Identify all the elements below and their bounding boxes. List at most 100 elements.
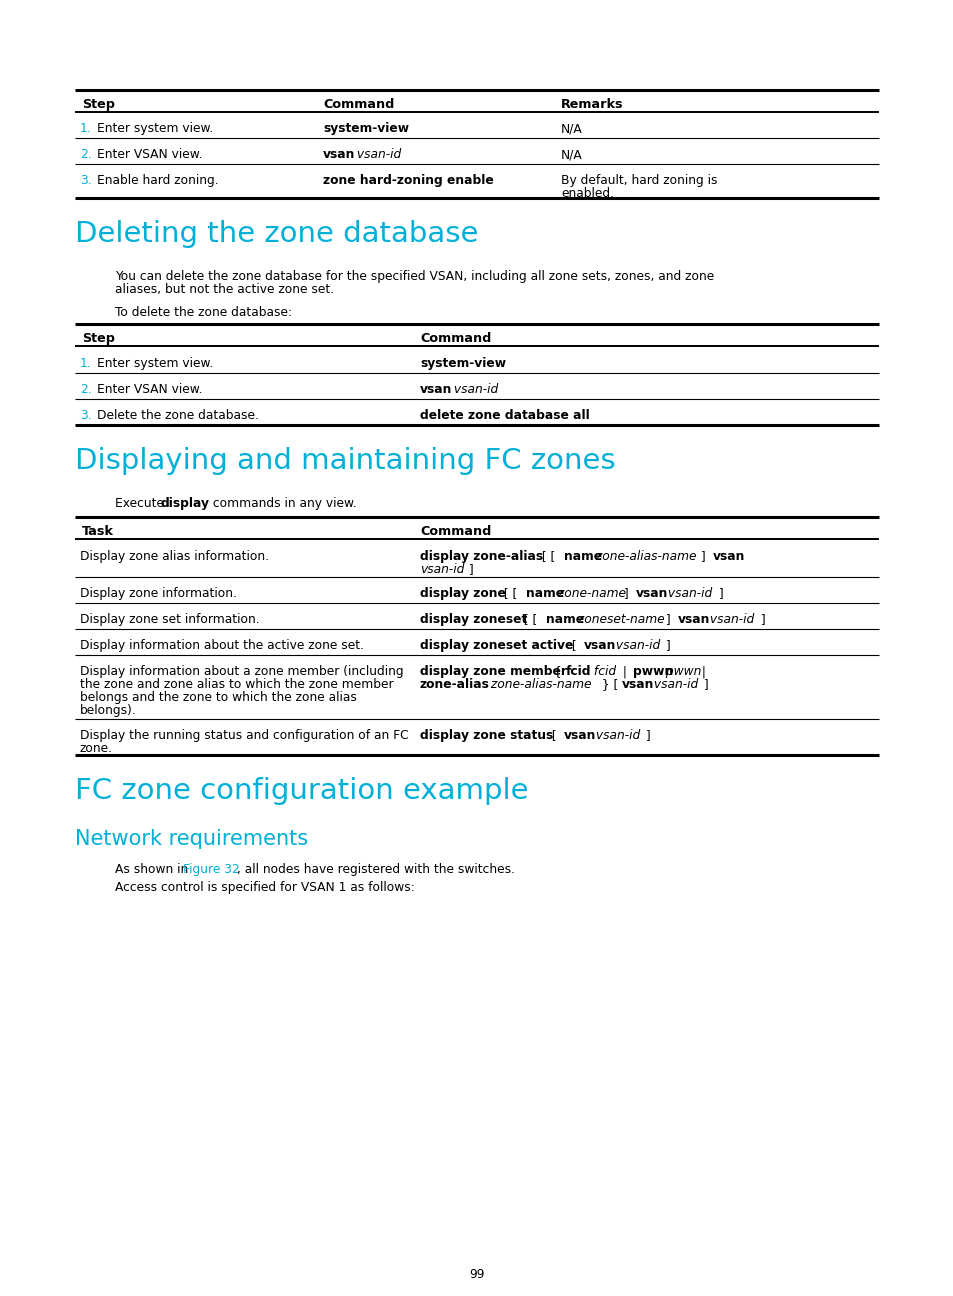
Text: display zone status: display zone status — [419, 728, 553, 743]
Text: Enter VSAN view.: Enter VSAN view. — [97, 384, 202, 397]
Text: belongs and the zone to which the zone alias: belongs and the zone to which the zone a… — [80, 691, 356, 704]
Text: name: name — [545, 613, 583, 626]
Text: To delete the zone database:: To delete the zone database: — [115, 306, 292, 319]
Text: ]: ] — [700, 678, 708, 691]
Text: [ [: [ [ — [499, 587, 520, 600]
Text: enabled.: enabled. — [560, 187, 614, 200]
Text: zone-name: zone-name — [554, 587, 625, 600]
Text: Step: Step — [82, 98, 115, 111]
Text: system-view: system-view — [323, 122, 409, 135]
Text: display zone-alias: display zone-alias — [419, 550, 542, 562]
Text: display zone member: display zone member — [419, 665, 566, 678]
Text: 1.: 1. — [80, 122, 91, 135]
Text: vsan-id: vsan-id — [663, 587, 712, 600]
Text: N/A: N/A — [560, 148, 582, 161]
Text: Command: Command — [419, 525, 491, 538]
Text: display: display — [161, 496, 210, 511]
Text: Network requirements: Network requirements — [75, 829, 308, 849]
Text: system-view: system-view — [419, 356, 506, 369]
Text: , all nodes have registered with the switches.: , all nodes have registered with the swi… — [236, 863, 515, 876]
Text: [: [ — [547, 728, 560, 743]
Text: fcid: fcid — [565, 665, 591, 678]
Text: 99: 99 — [469, 1267, 484, 1280]
Text: belongs).: belongs). — [80, 704, 136, 717]
Text: Remarks: Remarks — [560, 98, 623, 111]
Text: 2.: 2. — [80, 148, 91, 161]
Text: 3.: 3. — [80, 410, 91, 422]
Text: vsan: vsan — [323, 148, 355, 161]
Text: N/A: N/A — [560, 122, 582, 135]
Text: name: name — [563, 550, 601, 562]
Text: vsan: vsan — [678, 613, 710, 626]
Text: ]: ] — [619, 587, 632, 600]
Text: vsan: vsan — [563, 728, 596, 743]
Text: ]: ] — [641, 728, 650, 743]
Text: } [: } [ — [598, 678, 621, 691]
Text: Delete the zone database.: Delete the zone database. — [97, 410, 258, 422]
Text: Enable hard zoning.: Enable hard zoning. — [97, 174, 218, 187]
Text: zone-alias-name: zone-alias-name — [486, 678, 591, 691]
Text: {: { — [550, 665, 565, 678]
Text: display zoneset: display zoneset — [419, 613, 527, 626]
Text: [: [ — [567, 639, 579, 652]
Text: Access control is specified for VSAN 1 as follows:: Access control is specified for VSAN 1 a… — [115, 881, 415, 894]
Text: vsan-id: vsan-id — [649, 678, 698, 691]
Text: Display zone alias information.: Display zone alias information. — [80, 550, 269, 562]
Text: Enter system view.: Enter system view. — [97, 122, 213, 135]
Text: vsan: vsan — [583, 639, 616, 652]
Text: delete zone database all: delete zone database all — [419, 410, 589, 422]
Text: display zoneset active: display zoneset active — [419, 639, 573, 652]
Text: Display zone set information.: Display zone set information. — [80, 613, 259, 626]
Text: vsan-id: vsan-id — [592, 728, 639, 743]
Text: ]: ] — [464, 562, 474, 575]
Text: 3.: 3. — [80, 174, 91, 187]
Text: vsan-id: vsan-id — [353, 148, 401, 161]
Text: vsan-id: vsan-id — [612, 639, 659, 652]
Text: Display information about the active zone set.: Display information about the active zon… — [80, 639, 364, 652]
Text: As shown in: As shown in — [115, 863, 192, 876]
Text: vsan: vsan — [621, 678, 654, 691]
Text: zone hard-zoning enable: zone hard-zoning enable — [323, 174, 494, 187]
Text: Command: Command — [419, 332, 491, 345]
Text: vsan: vsan — [419, 384, 452, 397]
Text: FC zone configuration example: FC zone configuration example — [75, 778, 528, 805]
Text: By default, hard zoning is: By default, hard zoning is — [560, 174, 717, 187]
Text: ]: ] — [714, 587, 723, 600]
Text: Enter VSAN view.: Enter VSAN view. — [97, 148, 202, 161]
Text: Displaying and maintaining FC zones: Displaying and maintaining FC zones — [75, 447, 615, 476]
Text: ]: ] — [697, 550, 709, 562]
Text: [ [: [ [ — [537, 550, 558, 562]
Text: 2.: 2. — [80, 384, 91, 397]
Text: Deleting the zone database: Deleting the zone database — [75, 220, 477, 248]
Text: Display information about a zone member (including: Display information about a zone member … — [80, 665, 403, 678]
Text: Enter system view.: Enter system view. — [97, 356, 213, 369]
Text: the zone and zone alias to which the zone member: the zone and zone alias to which the zon… — [80, 678, 394, 691]
Text: zoneset-name: zoneset-name — [574, 613, 664, 626]
Text: commands in any view.: commands in any view. — [209, 496, 356, 511]
Text: ]: ] — [757, 613, 765, 626]
Text: ]: ] — [661, 639, 670, 652]
Text: |: | — [618, 665, 630, 678]
Text: Display zone information.: Display zone information. — [80, 587, 236, 600]
Text: Figure 32: Figure 32 — [183, 863, 239, 876]
Text: |: | — [698, 665, 705, 678]
Text: vsan: vsan — [712, 550, 744, 562]
Text: pwwn: pwwn — [633, 665, 673, 678]
Text: zone.: zone. — [80, 743, 112, 756]
Text: vsan-id: vsan-id — [705, 613, 754, 626]
Text: pwwn: pwwn — [661, 665, 700, 678]
Text: You can delete the zone database for the specified VSAN, including all zone sets: You can delete the zone database for the… — [115, 270, 714, 283]
Text: Command: Command — [323, 98, 394, 111]
Text: vsan-id: vsan-id — [450, 384, 497, 397]
Text: vsan: vsan — [636, 587, 668, 600]
Text: zone-alias: zone-alias — [419, 678, 489, 691]
Text: zone-alias-name: zone-alias-name — [592, 550, 696, 562]
Text: display zone: display zone — [419, 587, 505, 600]
Text: Display the running status and configuration of an FC: Display the running status and configura… — [80, 728, 408, 743]
Text: 1.: 1. — [80, 356, 91, 369]
Text: ]: ] — [661, 613, 674, 626]
Text: Task: Task — [82, 525, 113, 538]
Text: fcid: fcid — [589, 665, 616, 678]
Text: name: name — [525, 587, 563, 600]
Text: vsan-id: vsan-id — [419, 562, 464, 575]
